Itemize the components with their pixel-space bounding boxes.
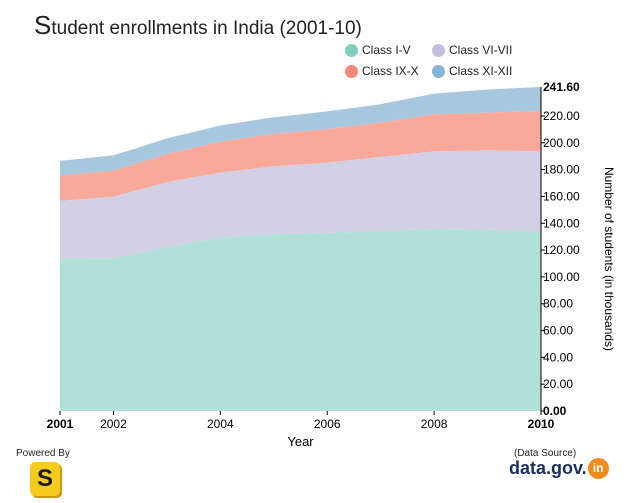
y-tick-label: 60.00 <box>543 324 573 338</box>
y-tick-label: 0.00 <box>543 404 567 418</box>
legend-swatch <box>432 64 445 78</box>
area-class-ix-x[interactable] <box>60 110 541 201</box>
legend-item-class-i-v[interactable]: Class I-V <box>345 41 411 59</box>
data-source-logo[interactable]: data.gov. in <box>509 458 609 479</box>
legend-item-class-xi-xii[interactable]: Class XI-XII <box>432 62 512 80</box>
legend-label: Class XI-XII <box>449 64 513 78</box>
legend-swatch <box>345 43 358 57</box>
powered-by-text: Powered By <box>16 448 70 459</box>
y-axis-label: Number of students (in thousands) <box>602 167 616 351</box>
x-tick-label: 2010 <box>528 417 555 431</box>
legend-label: Class IX-X <box>362 64 419 78</box>
area-class-xi-xii[interactable] <box>60 87 541 176</box>
chart-title-rest: tudent enrollments in India (2001-10) <box>51 18 362 39</box>
powered-by-logo-letter: S <box>36 465 53 492</box>
area-class-vi-vii[interactable] <box>60 150 541 259</box>
chart-title-first-letter: S <box>34 10 52 40</box>
data-source-brand: data.gov. <box>509 458 587 478</box>
legend-swatch <box>432 43 445 57</box>
y-tick-label: 20.00 <box>543 377 573 391</box>
legend-swatch <box>345 64 358 78</box>
x-axis-label: Year <box>287 434 314 449</box>
y-tick-label: 140.00 <box>543 216 580 230</box>
y-tick-label: 200.00 <box>543 136 580 150</box>
legend-item-class-vi-vii[interactable]: Class VI-VII <box>432 41 512 59</box>
x-axis-ticks: 2001 2002 2004 2006 2008 2010 <box>47 411 555 431</box>
y-tick-label: 80.00 <box>543 297 573 311</box>
legend-item-class-ix-x[interactable]: Class IX-X <box>345 62 419 80</box>
y-tick-label: 220.00 <box>543 109 580 123</box>
x-tick-label: 2004 <box>207 417 234 431</box>
data-source-text: (Data Source) <box>514 448 577 459</box>
area-class-i-v[interactable] <box>60 229 541 411</box>
y-axis-ticks: 0.00 20.00 40.00 60.00 80.00 100.00 120.00 140.… <box>541 80 580 418</box>
legend-label: Class I-V <box>362 43 411 57</box>
y-tick-label: 40.00 <box>543 350 573 364</box>
data-source-brand-in: in <box>587 458 609 479</box>
y-tick-label: 120.00 <box>543 243 580 257</box>
y-tick-label: 160.00 <box>543 189 580 203</box>
x-tick-label: 2002 <box>100 417 127 431</box>
y-tick-label: 100.00 <box>543 270 580 284</box>
chart-areas <box>60 87 541 411</box>
x-tick-label: 2006 <box>314 417 341 431</box>
legend-label: Class VI-VII <box>449 43 513 57</box>
x-tick-label: 2001 <box>47 417 74 431</box>
y-tick-label: 180.00 <box>543 163 580 177</box>
chart-title: Student enrollments in India (2001-10) <box>34 10 362 41</box>
powered-by-logo[interactable]: S <box>30 462 60 496</box>
x-tick-label: 2008 <box>421 417 448 431</box>
y-max-label: 241.60 <box>543 80 580 94</box>
